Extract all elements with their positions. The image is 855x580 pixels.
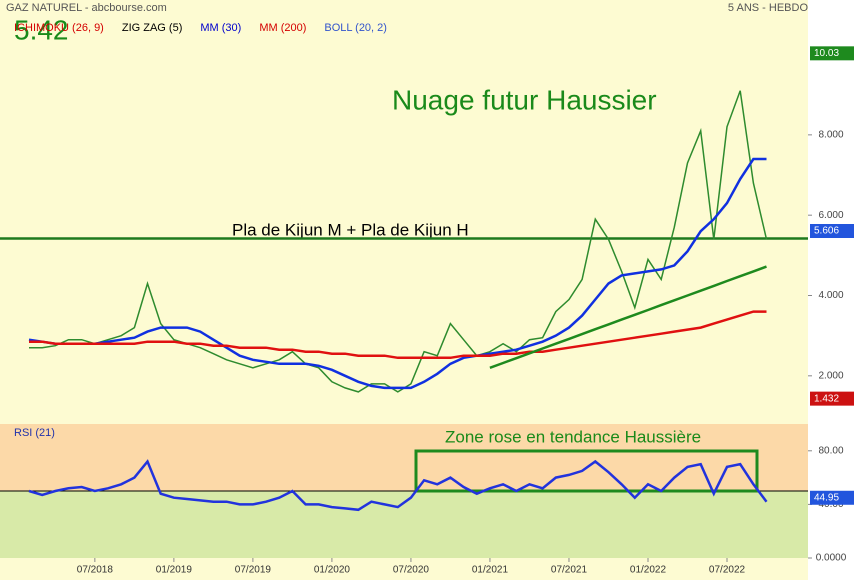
y-tick-label: 2.000 — [818, 370, 843, 381]
y-tick-label: 0.0000 — [816, 553, 847, 564]
zone-box — [414, 449, 759, 493]
x-tick-label: 07/2021 — [551, 565, 588, 576]
indicator-label: ICHIMOKU (26, 9) — [14, 22, 104, 34]
x-tick-label: 07/2019 — [235, 565, 272, 576]
x-tick-label: 01/2020 — [314, 565, 351, 576]
x-tick-label: 01/2021 — [472, 565, 509, 576]
chart-title: GAZ NATUREL - abcbourse.com — [6, 2, 167, 14]
rsi-annotation: Zone rose en tendance Haussière — [445, 427, 701, 446]
indicator-label: ZIG ZAG (5) — [122, 22, 183, 34]
x-tick-label: 01/2022 — [630, 565, 667, 576]
value-badge-label: 44.95 — [814, 492, 839, 503]
y-tick-label: 80.00 — [818, 445, 843, 456]
x-tick-label: 07/2018 — [77, 565, 114, 576]
rsi-lower-zone — [0, 491, 808, 558]
series-line — [29, 90, 768, 393]
axis-panel — [808, 0, 855, 580]
value-badge-label: 5.606 — [814, 226, 839, 237]
value-badge — [810, 224, 854, 239]
value-badge — [810, 490, 854, 505]
series-line — [29, 310, 767, 360]
indicator-label: BOLL (20, 2) — [324, 22, 387, 34]
y-tick-label: 8.000 — [818, 130, 843, 141]
value-badge-label: 10.03 — [814, 48, 839, 59]
level-label: 5.42 — [14, 14, 69, 45]
rsi-title: RSI (21) — [14, 427, 55, 439]
y-tick-label: 4.000 — [818, 290, 843, 301]
annotation: Nuage futur Haussier — [392, 84, 657, 115]
value-badge-label: 1.432 — [814, 393, 839, 404]
x-tick-label: 01/2019 — [156, 565, 193, 576]
value-badge — [810, 46, 854, 61]
chart-subtitle: 5 ANS - HEBDO — [728, 2, 809, 14]
x-tick-label: 07/2022 — [709, 565, 746, 576]
y-tick-label: 6.000 — [818, 210, 843, 221]
series-line — [28, 157, 767, 390]
level-text: Pla de Kijun M + Pla de Kijun H — [232, 220, 469, 239]
x-tick-label: 07/2020 — [393, 565, 430, 576]
indicator-label: MM (30) — [200, 22, 241, 34]
series-line — [28, 459, 768, 512]
series-line — [489, 265, 767, 369]
indicator-label: MM (200) — [259, 22, 306, 34]
value-badge — [810, 391, 854, 406]
